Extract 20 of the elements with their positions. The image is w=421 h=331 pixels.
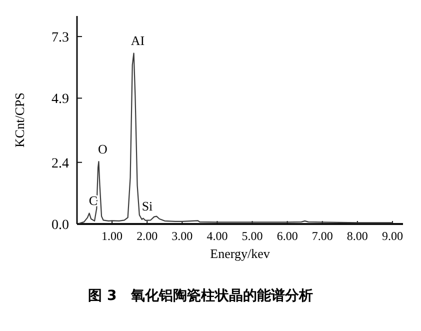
x-tick-label: 7.00 <box>312 229 333 243</box>
y-tick-label: 0.0 <box>52 218 69 233</box>
y-tick-label: 2.4 <box>52 156 69 172</box>
y-axis-title: KCnt/CPS <box>12 92 27 148</box>
annotation: Si <box>142 198 154 214</box>
annotation: AI <box>130 33 145 48</box>
text: 图 3 氧化铝陶瓷柱状晶的能谱分析 <box>88 287 313 304</box>
x-tick-label: 8.00 <box>346 229 368 243</box>
y-tick-label: 7.3 <box>52 30 69 46</box>
y-tick-label: 4.9 <box>52 92 69 108</box>
x-tick-label: 5.00 <box>242 229 263 243</box>
x-tick-label: 3.00 <box>172 229 193 243</box>
x-tick-label: 1.00 <box>102 229 123 243</box>
x-tick-label: 9.00 <box>382 229 403 243</box>
x-tick-label: 4.00 <box>206 229 228 243</box>
line-series <box>78 52 394 224</box>
x-tick-label: 2.00 <box>136 229 158 243</box>
annotation: O <box>98 142 108 157</box>
x-axis-title: Energy/kev <box>210 246 270 261</box>
x-tick-label: 6.00 <box>276 229 298 243</box>
